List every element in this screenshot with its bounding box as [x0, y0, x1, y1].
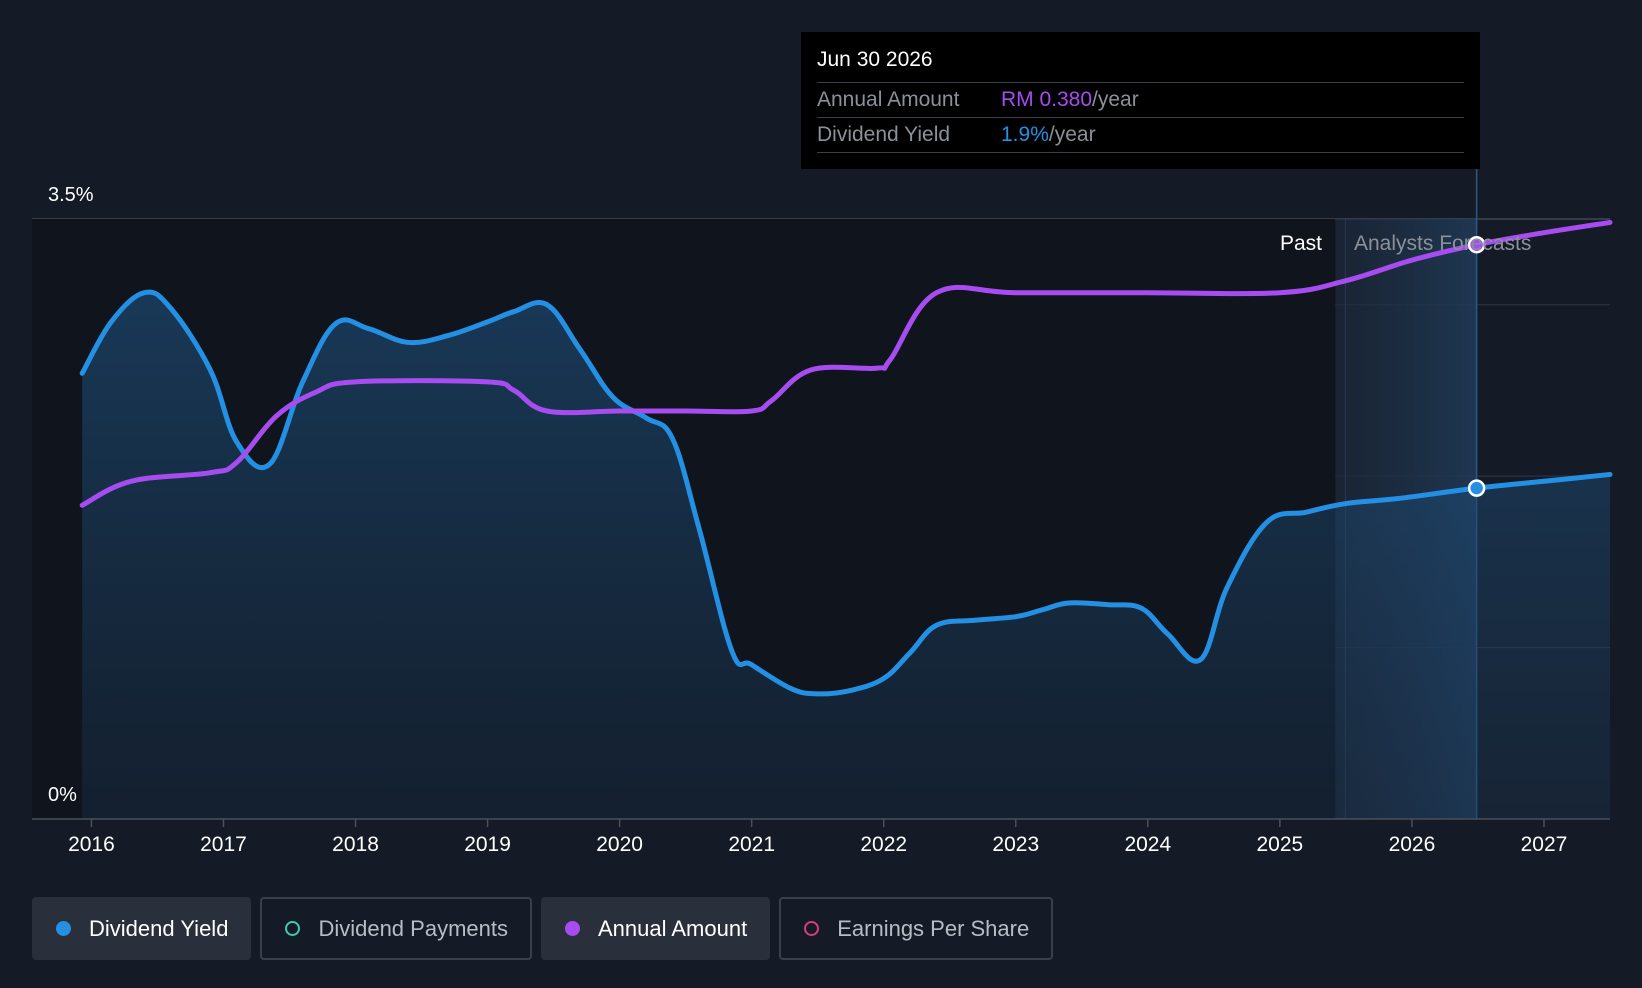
tooltip-label: Dividend Yield — [817, 123, 951, 146]
tooltip-unit: /year — [1048, 123, 1096, 146]
x-tick-label: 2019 — [464, 833, 511, 856]
dividend-payments-ring-icon — [285, 921, 301, 936]
x-tick-label: 2023 — [992, 833, 1039, 856]
axes: 2016 2017 2018 2019 2020 2021 2022 2023 2024 2025… — [32, 818, 1610, 856]
tooltip-label: Annual Amount — [817, 88, 960, 111]
dividend-yield-line — [79, 289, 1613, 697]
legend-item-annual-amount[interactable]: Annual Amount — [540, 897, 771, 960]
x-tick-label: 2020 — [596, 833, 643, 856]
legend-item-dividend-payments[interactable]: Dividend Payments — [260, 897, 532, 960]
legend-label: Dividend Payments — [318, 915, 508, 941]
y-tick-label-bottom: 0% — [48, 784, 77, 806]
x-tick-label: 2016 — [68, 833, 115, 856]
forecast-region-label: Analysts Forecasts — [1354, 232, 1531, 255]
legend-item-dividend-yield[interactable]: Dividend Yield — [32, 897, 252, 960]
tooltip-date: Jun 30 2026 — [817, 46, 1464, 83]
x-tick-label: 2025 — [1257, 833, 1304, 856]
annual-amount-marker — [1467, 235, 1486, 254]
yield-area — [82, 292, 1610, 819]
annual-amount-line — [79, 219, 1613, 508]
annual-amount-dot-icon — [564, 921, 580, 936]
x-tick-label: 2017 — [200, 833, 247, 856]
legend-item-earnings-per-share[interactable]: Earnings Per Share — [779, 897, 1054, 960]
x-tick-label: 2027 — [1521, 833, 1568, 856]
tooltip-row-annual-amount: Annual Amount RM 0.380 /year — [817, 83, 1464, 118]
tooltip-unit: /year — [1092, 88, 1139, 111]
earnings-per-share-ring-icon — [804, 921, 820, 936]
dividend-yield-marker — [1467, 479, 1486, 497]
y-tick-label-top: 3.5% — [48, 184, 94, 206]
legend-label: Annual Amount — [597, 915, 748, 941]
legend-label: Earnings Per Share — [837, 915, 1030, 941]
x-tick-label: 2024 — [1124, 833, 1171, 856]
x-tick-label: 2026 — [1389, 833, 1436, 856]
dividend-yield-area — [82, 292, 1610, 819]
series-lines — [79, 219, 1613, 697]
tooltip: Jun 30 2026 Annual Amount RM 0.380 /year… — [801, 32, 1480, 169]
x-tick-label: 2018 — [332, 833, 379, 856]
tooltip-row-dividend-yield: Dividend Yield 1.9% /year — [817, 118, 1464, 153]
x-tick-label: 2022 — [860, 833, 907, 856]
legend: Dividend Yield Dividend Payments Annual … — [32, 897, 1054, 960]
highlight-markers — [1467, 235, 1486, 497]
x-tick-label: 2021 — [728, 833, 775, 856]
tooltip-value: RM 0.380 — [1001, 88, 1093, 111]
tooltip-value: 1.9% — [1001, 123, 1049, 146]
past-region-label: Past — [1280, 232, 1322, 255]
dividend-yield-dot-icon — [56, 921, 71, 936]
legend-label: Dividend Yield — [89, 915, 229, 941]
